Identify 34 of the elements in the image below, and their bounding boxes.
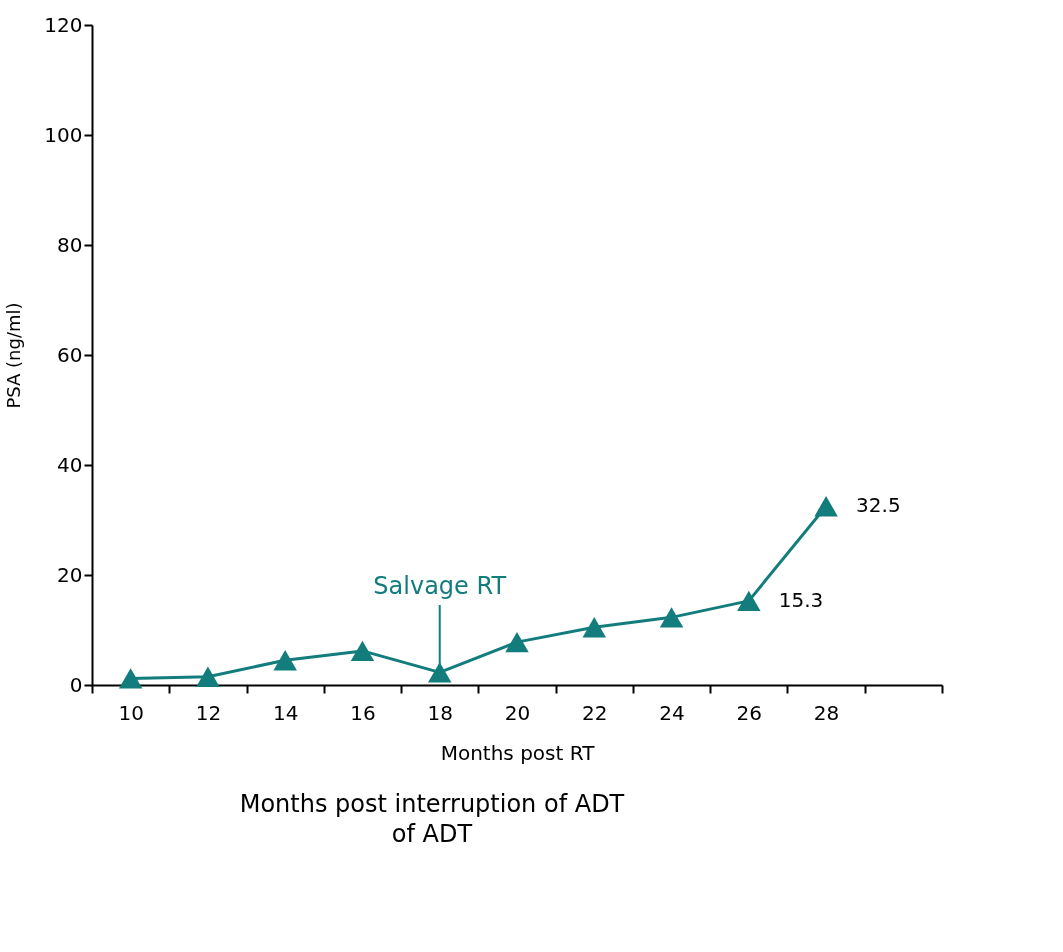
y-tick-label: 40 <box>57 452 83 477</box>
x-tick-label: 10 <box>118 700 144 725</box>
data-label: 32.5 <box>856 493 901 518</box>
point <box>428 662 452 683</box>
x-tick-label: 14 <box>272 700 299 725</box>
point <box>582 617 606 638</box>
text: Months post interruption of ADT <box>239 790 625 818</box>
y-axis-title: PSA (ng/ml) <box>3 302 25 409</box>
x-tick-label: 22 <box>582 700 608 725</box>
point <box>659 607 684 628</box>
point <box>118 668 143 689</box>
point <box>505 631 529 653</box>
y-tick-label: 80 <box>57 232 83 257</box>
text: of ADT <box>391 820 473 848</box>
x-axis-title: Months post RT <box>440 740 596 765</box>
y-tick-label: 120 <box>44 12 83 37</box>
point <box>196 666 220 687</box>
point <box>737 590 761 611</box>
x-tick-label: 24 <box>659 700 685 725</box>
x-tick-label: 18 <box>427 700 453 725</box>
annotation: Salvage RT <box>373 572 507 601</box>
point <box>273 650 297 671</box>
x-tick-label: 20 <box>504 700 531 725</box>
y-tick-label: 0 <box>69 672 83 697</box>
data-label: 15.3 <box>778 587 824 612</box>
x-tick-label: 26 <box>736 700 763 725</box>
point <box>350 640 375 662</box>
y-tick-label: 20 <box>57 562 83 587</box>
y-tick-label: 60 <box>57 342 83 367</box>
y-tick-label: 100 <box>44 122 83 147</box>
x-tick-label: 12 <box>195 700 222 725</box>
x-tick-label: 16 <box>350 700 376 725</box>
x-tick-label: 28 <box>813 700 840 725</box>
point <box>814 496 838 517</box>
